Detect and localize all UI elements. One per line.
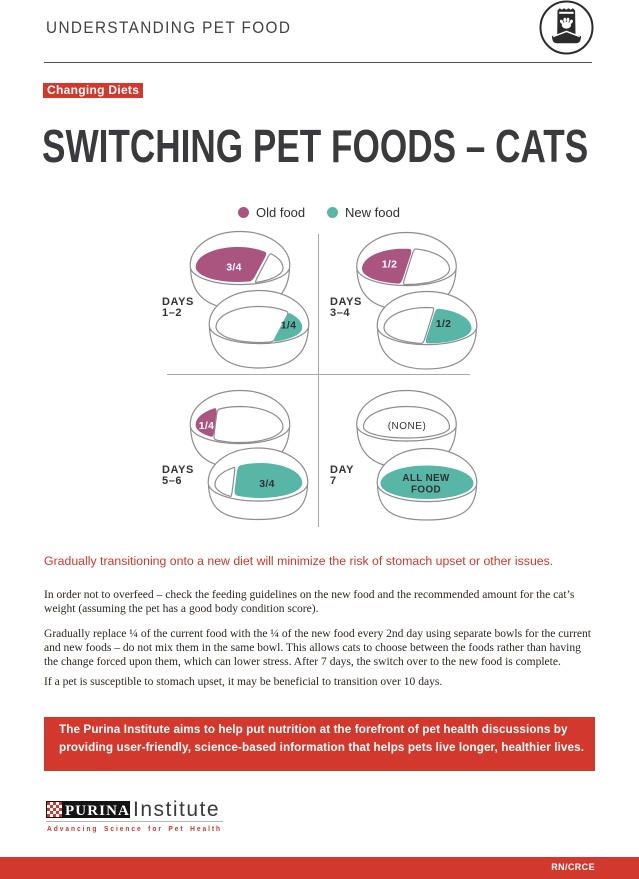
svg-text:(NONE): (NONE) [388, 421, 427, 432]
svg-text:3/4: 3/4 [226, 262, 242, 274]
svg-text:3/4: 3/4 [259, 478, 275, 490]
svg-text:FOOD: FOOD [411, 485, 441, 496]
svg-text:1/4: 1/4 [199, 420, 215, 432]
svg-text:1/2: 1/2 [382, 259, 398, 271]
svg-text:1/2: 1/2 [436, 318, 452, 330]
svg-text:PURINA: PURINA [65, 803, 130, 818]
svg-text:1/4: 1/4 [281, 320, 297, 332]
svg-text:ALL NEW: ALL NEW [402, 473, 450, 484]
